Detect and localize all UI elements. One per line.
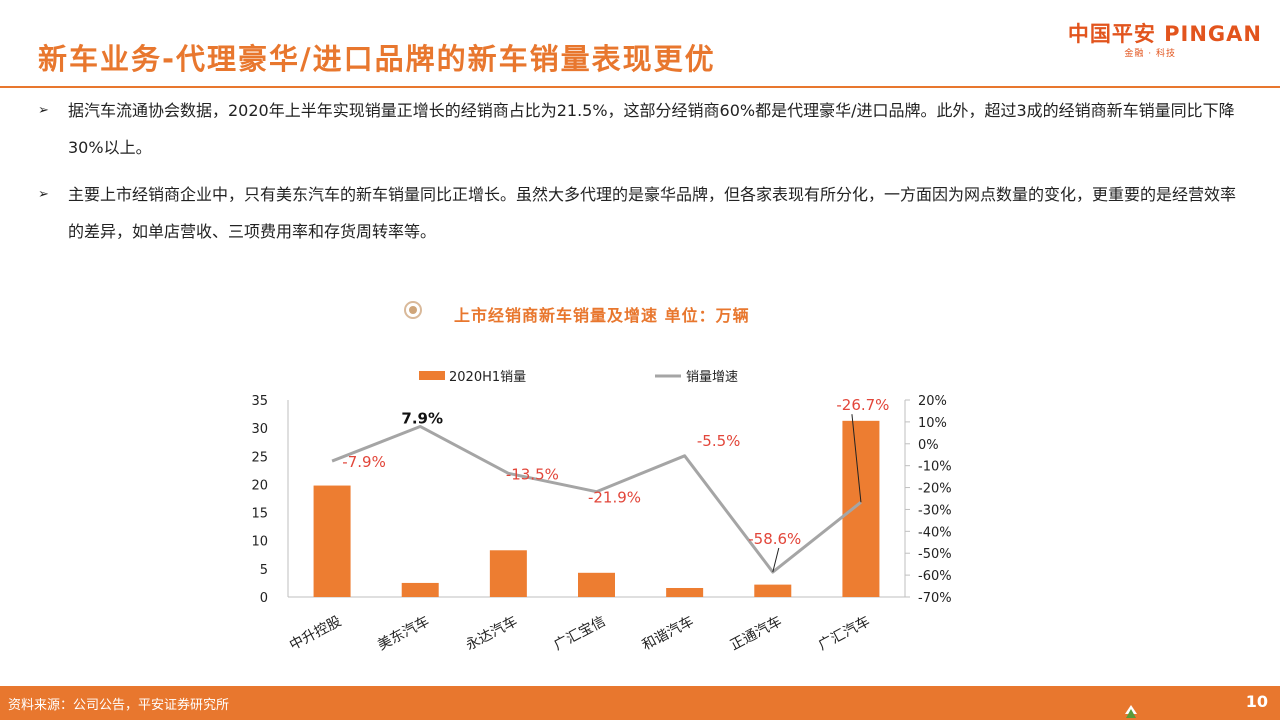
y-right-tick-label: -60% (918, 569, 952, 584)
ping-an-logo: 中国平安 PINGAN 金融 · 科技 (1062, 18, 1262, 62)
tree-emblem-icon (1125, 705, 1137, 718)
x-category-label: 和谐汽车 (639, 613, 696, 654)
y-left-tick-label: 20 (251, 478, 268, 493)
x-category-label: 广汇汽车 (815, 613, 872, 654)
y-left-tick-label: 25 (251, 450, 268, 465)
x-category-label: 美东汽车 (375, 613, 432, 654)
y-right-tick-label: -20% (918, 482, 952, 497)
logo-wordmark: 中国平安 PINGAN (1067, 22, 1262, 46)
legend-bar-label: 2020H1销量 (449, 370, 526, 385)
y-left-tick-label: 5 (260, 563, 268, 578)
bullet-list: ➢ 据汽车流通协会数据，2020年上半年实现销量正增长的经销商占比为21.5%，… (38, 92, 1238, 250)
y-right-tick-label: -10% (918, 460, 952, 475)
bullet-text: 主要上市经销商企业中，只有美东汽车的新车销量同比正增长。虽然大多代理的是豪华品牌… (68, 185, 1237, 241)
target-circle-icon (404, 301, 422, 319)
leader-line (772, 547, 780, 573)
y-right-tick-label: 0% (918, 438, 939, 453)
y-right-tick-label: 10% (918, 416, 947, 431)
page-title: 新车业务-代理豪华/进口品牌的新车销量表现更优 (38, 42, 716, 76)
y-left-tick-label: 35 (251, 394, 268, 409)
bar-sales (313, 485, 351, 597)
bullet-item: ➢ 据汽车流通协会数据，2020年上半年实现销量正增长的经销商占比为21.5%，… (38, 92, 1238, 166)
chart-heading: 上市经销商新车销量及增速 单位：万辆 (404, 296, 884, 330)
bar-sales (578, 572, 615, 597)
title-divider (0, 86, 1280, 88)
bullet-item: ➢ 主要上市经销商企业中，只有美东汽车的新车销量同比正增长。虽然大多代理的是豪华… (38, 176, 1238, 250)
growth-data-label: -21.9% (588, 489, 641, 507)
y-left-tick-label: 15 (251, 507, 268, 522)
arrow-bullet-icon: ➢ (38, 103, 49, 118)
arrow-bullet-icon: ➢ (38, 187, 49, 202)
growth-data-label: -5.5% (697, 432, 741, 450)
legend-line-label: 销量增速 (686, 370, 738, 385)
y-right-tick-label: -70% (918, 591, 952, 606)
chart-heading-text: 上市经销商新车销量及增速 单位：万辆 (454, 306, 750, 325)
x-category-label: 正通汽车 (727, 613, 784, 654)
bar-sales (754, 584, 792, 597)
growth-data-label: -58.6% (748, 530, 801, 548)
y-left-tick-label: 10 (251, 535, 268, 550)
y-left-tick-label: 30 (251, 422, 268, 437)
y-left-tick-label: 0 (260, 591, 268, 606)
bar-sales (401, 582, 439, 597)
bar-sales (489, 550, 527, 597)
y-right-tick-label: -30% (918, 503, 952, 518)
bar-sales (842, 420, 880, 597)
x-category-label: 广汇宝信 (551, 613, 608, 653)
growth-data-label: 7.9% (401, 409, 443, 427)
y-right-tick-label: -40% (918, 525, 952, 540)
bullet-text: 据汽车流通协会数据，2020年上半年实现销量正增长的经销商占比为21.5%，这部… (68, 101, 1235, 157)
logo-tagline: 金融 · 科技 (1124, 49, 1176, 59)
y-right-tick-label: 20% (918, 394, 947, 409)
growth-data-label: -13.5% (506, 465, 559, 483)
y-right-tick-label: -50% (918, 547, 952, 562)
leader-line (851, 414, 862, 503)
footer-bar: 资料来源：公司公告，平安证券研究所 10 (0, 686, 1280, 720)
x-category-label: 永达汽车 (463, 613, 520, 654)
sales-growth-chart: 0 5 10 15 20 25 30 35 20% 10% 0% -10% -20% -30% -40% -5… (251, 370, 952, 654)
x-category-label: 中升控股 (287, 613, 344, 653)
source-note: 资料来源：公司公告，平安证券研究所 (8, 698, 230, 713)
growth-data-label: -26.7% (836, 396, 889, 414)
legend-bar-swatch (419, 371, 445, 380)
bar-sales (666, 587, 704, 597)
growth-data-label: -7.9% (342, 453, 386, 471)
page-number: 10 (1245, 692, 1268, 711)
